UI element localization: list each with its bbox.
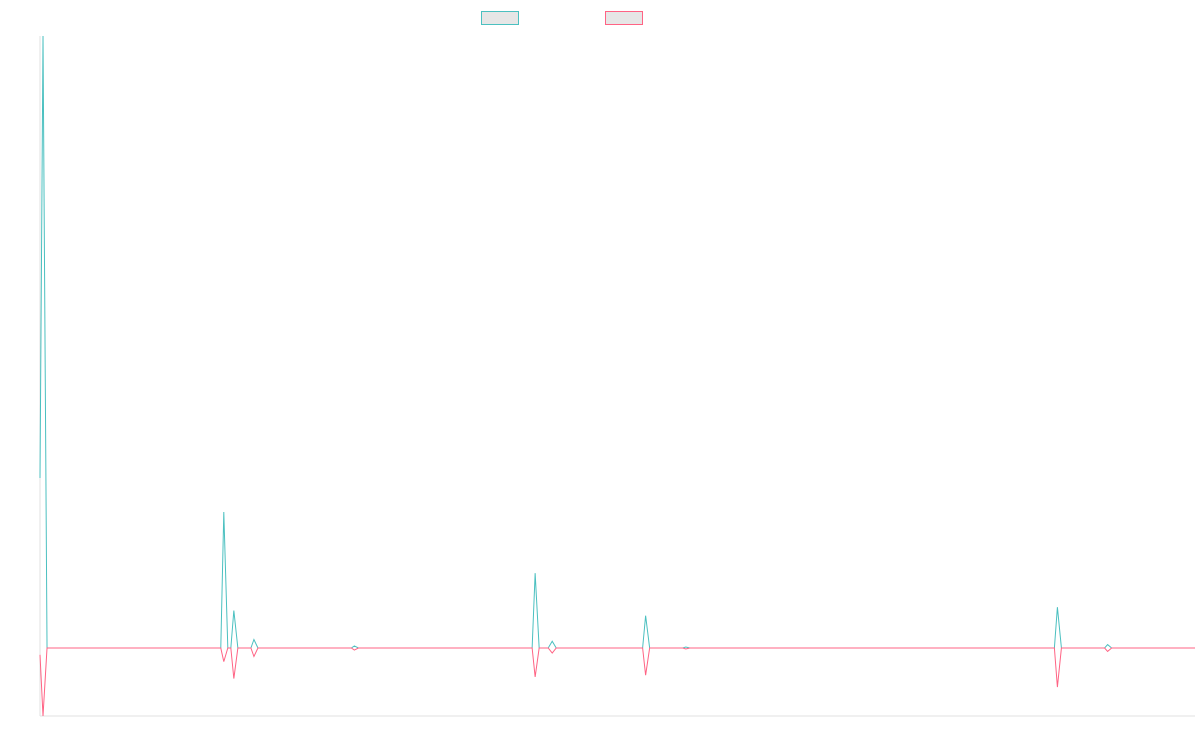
legend-item-series-2[interactable] [605, 9, 649, 27]
series-line-2 [39, 647, 1195, 717]
chart-series [39, 35, 1195, 717]
chart-axes [39, 36, 1195, 717]
chart-legend [0, 9, 1200, 27]
series-line-1 [39, 35, 1195, 649]
legend-swatch-series-2 [605, 11, 643, 25]
legend-swatch-series-1 [481, 11, 519, 25]
legend-item-series-1[interactable] [481, 9, 525, 27]
